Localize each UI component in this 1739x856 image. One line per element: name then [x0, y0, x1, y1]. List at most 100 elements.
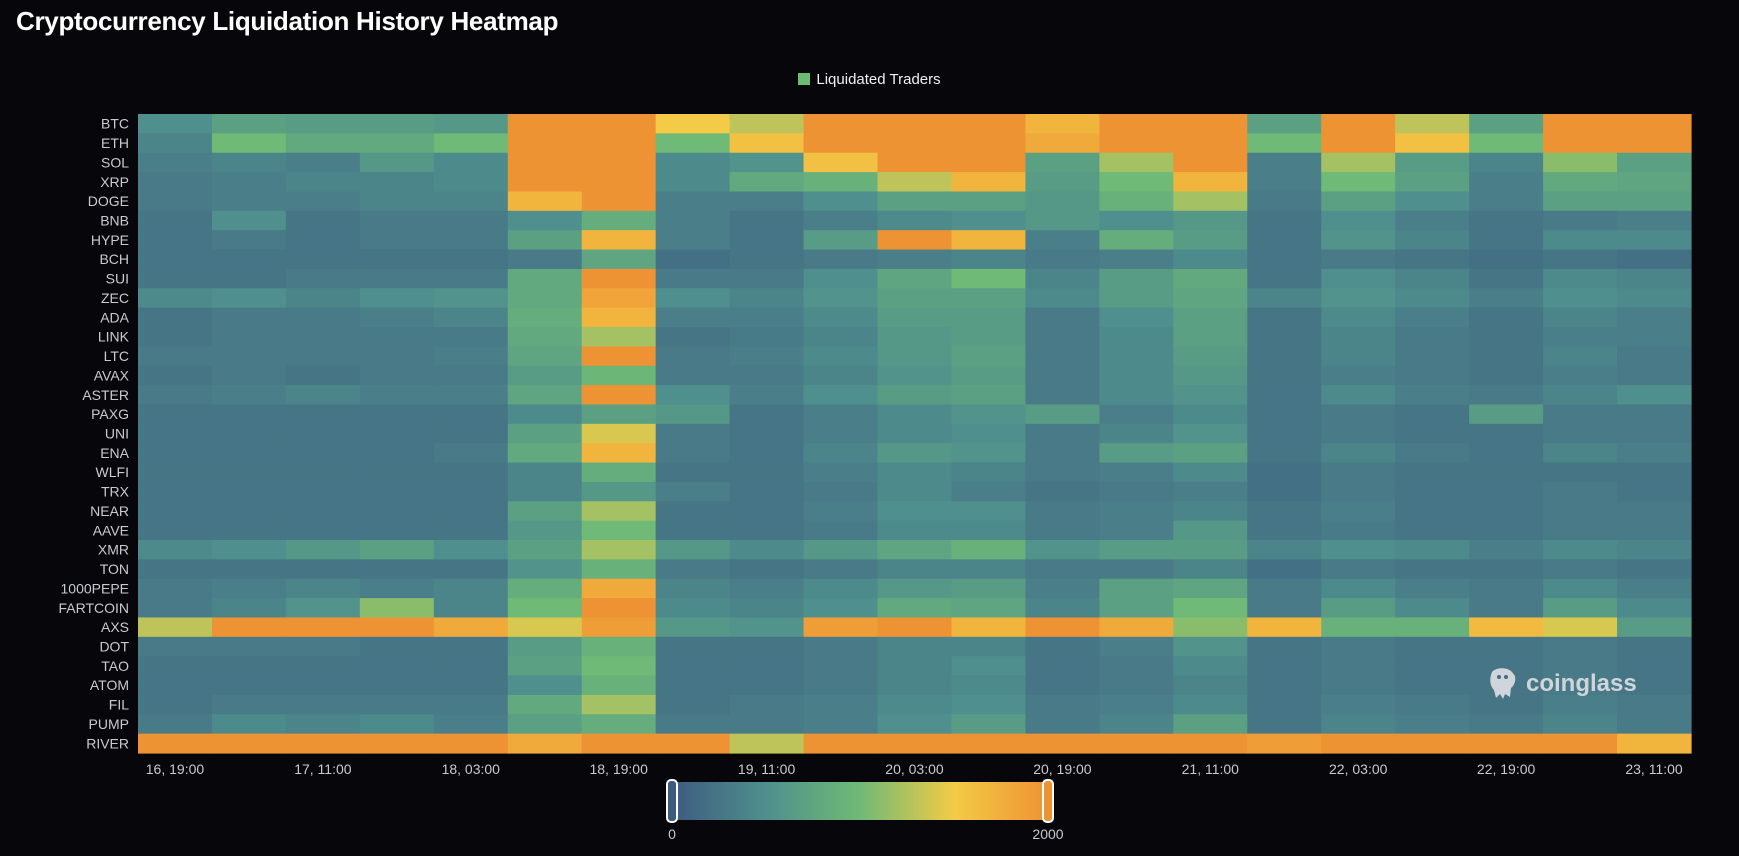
- heatmap-cell[interactable]: [1395, 520, 1470, 541]
- heatmap-cell[interactable]: [138, 191, 213, 212]
- heatmap-cell[interactable]: [1025, 598, 1100, 619]
- heatmap-cell[interactable]: [507, 288, 583, 309]
- heatmap-cell[interactable]: [1543, 268, 1618, 289]
- heatmap-cell[interactable]: [1469, 578, 1544, 599]
- heatmap-cell[interactable]: [507, 733, 583, 754]
- heatmap-cell[interactable]: [951, 443, 1027, 464]
- heatmap-cell[interactable]: [951, 346, 1027, 367]
- heatmap-cell[interactable]: [1617, 365, 1692, 386]
- heatmap-cell[interactable]: [211, 191, 287, 212]
- heatmap-cell[interactable]: [877, 288, 953, 309]
- heatmap-cell[interactable]: [1395, 423, 1470, 444]
- heatmap-cell[interactable]: [1025, 559, 1100, 580]
- heatmap-cell[interactable]: [433, 578, 509, 599]
- heatmap-cell[interactable]: [507, 559, 583, 580]
- heatmap-cell[interactable]: [285, 249, 361, 270]
- heatmap-cell[interactable]: [1543, 327, 1618, 347]
- heatmap-cell[interactable]: [1617, 520, 1692, 541]
- heatmap-cell[interactable]: [138, 268, 213, 289]
- heatmap-cell[interactable]: [1173, 462, 1248, 483]
- heatmap-cell[interactable]: [729, 636, 805, 657]
- heatmap-cell[interactable]: [581, 230, 657, 251]
- heatmap-cell[interactable]: [655, 675, 731, 696]
- heatmap-cell[interactable]: [1543, 656, 1618, 677]
- heatmap-cell[interactable]: [877, 404, 953, 425]
- heatmap-cell[interactable]: [1099, 249, 1174, 270]
- heatmap-cell[interactable]: [729, 172, 805, 193]
- heatmap-cell[interactable]: [285, 385, 361, 406]
- heatmap-cell[interactable]: [507, 152, 583, 173]
- heatmap-cell[interactable]: [1099, 578, 1174, 599]
- heatmap-cell[interactable]: [433, 210, 509, 231]
- heatmap-cell[interactable]: [877, 520, 953, 541]
- heatmap-cell[interactable]: [1247, 191, 1322, 212]
- heatmap-cell[interactable]: [581, 540, 657, 560]
- heatmap-cell[interactable]: [211, 268, 287, 289]
- heatmap-cell[interactable]: [803, 249, 879, 270]
- heatmap-cell[interactable]: [1247, 114, 1322, 134]
- heatmap-cell[interactable]: [1617, 385, 1692, 406]
- heatmap-cell[interactable]: [1321, 481, 1396, 502]
- heatmap-cell[interactable]: [507, 346, 583, 367]
- heatmap-cell[interactable]: [433, 714, 509, 735]
- heatmap-cell[interactable]: [285, 133, 361, 154]
- heatmap-cell[interactable]: [1173, 578, 1248, 599]
- heatmap-cell[interactable]: [1321, 501, 1396, 522]
- heatmap-cell[interactable]: [1543, 598, 1618, 619]
- heatmap-cell[interactable]: [803, 268, 879, 289]
- heatmap-cell[interactable]: [285, 152, 361, 173]
- heatmap-cell[interactable]: [1321, 675, 1396, 696]
- heatmap-cell[interactable]: [1617, 481, 1692, 502]
- heatmap-cell[interactable]: [581, 714, 657, 735]
- heatmap-cell[interactable]: [1321, 268, 1396, 289]
- heatmap-cell[interactable]: [1543, 249, 1618, 270]
- heatmap-cell[interactable]: [1543, 617, 1618, 638]
- heatmap-cell[interactable]: [1543, 346, 1618, 367]
- heatmap-cell[interactable]: [655, 307, 731, 328]
- heatmap-cell[interactable]: [1173, 288, 1248, 309]
- heatmap-cell[interactable]: [359, 520, 435, 541]
- heatmap-cell[interactable]: [1099, 675, 1174, 696]
- heatmap-cell[interactable]: [138, 365, 213, 386]
- heatmap-cell[interactable]: [877, 114, 953, 134]
- heatmap-cell[interactable]: [1247, 230, 1322, 251]
- legend[interactable]: Liquidated Traders: [0, 71, 1739, 88]
- heatmap-cell[interactable]: [211, 675, 287, 696]
- heatmap-cell[interactable]: [1173, 656, 1248, 677]
- heatmap-cell[interactable]: [1247, 443, 1322, 464]
- heatmap-cell[interactable]: [1469, 694, 1544, 715]
- heatmap-cell[interactable]: [655, 578, 731, 599]
- heatmap-cell[interactable]: [581, 191, 657, 212]
- heatmap-cell[interactable]: [951, 578, 1027, 599]
- heatmap-cell[interactable]: [1099, 327, 1174, 347]
- heatmap-cell[interactable]: [1247, 404, 1322, 425]
- heatmap-cell[interactable]: [1321, 210, 1396, 231]
- heatmap-cell[interactable]: [877, 540, 953, 560]
- heatmap-cell[interactable]: [1543, 520, 1618, 541]
- heatmap-cell[interactable]: [1099, 559, 1174, 580]
- heatmap-cell[interactable]: [1099, 191, 1174, 212]
- heatmap-cell[interactable]: [1025, 191, 1100, 212]
- heatmap-cell[interactable]: [1469, 385, 1544, 406]
- heatmap-cell[interactable]: [803, 385, 879, 406]
- heatmap-cell[interactable]: [1617, 152, 1692, 173]
- heatmap-cell[interactable]: [359, 385, 435, 406]
- heatmap-cell[interactable]: [1173, 423, 1248, 444]
- heatmap-cell[interactable]: [1025, 462, 1100, 483]
- heatmap-cell[interactable]: [1025, 733, 1100, 754]
- heatmap-cell[interactable]: [877, 230, 953, 251]
- heatmap-cell[interactable]: [655, 733, 731, 754]
- heatmap-cell[interactable]: [1395, 404, 1470, 425]
- heatmap-cell[interactable]: [359, 481, 435, 502]
- heatmap-cell[interactable]: [1321, 540, 1396, 560]
- heatmap-cell[interactable]: [433, 501, 509, 522]
- heatmap-cell[interactable]: [1247, 694, 1322, 715]
- heatmap-cell[interactable]: [1321, 636, 1396, 657]
- heatmap-cell[interactable]: [507, 481, 583, 502]
- heatmap-cell[interactable]: [433, 520, 509, 541]
- heatmap-cell[interactable]: [211, 443, 287, 464]
- heatmap-cell[interactable]: [1543, 133, 1618, 154]
- heatmap-cell[interactable]: [581, 656, 657, 677]
- heatmap-cell[interactable]: [285, 540, 361, 560]
- heatmap-cell[interactable]: [507, 423, 583, 444]
